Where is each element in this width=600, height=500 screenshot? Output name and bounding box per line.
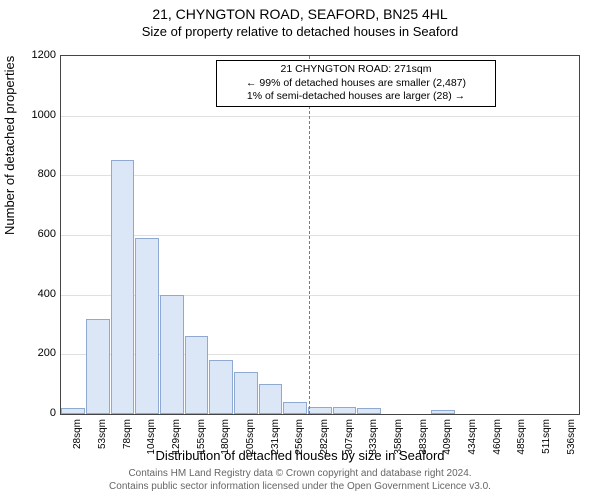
y-tick-label: 400 <box>6 288 56 300</box>
x-tick-label: 28sqm <box>72 419 83 459</box>
chart-subtitle: Size of property relative to detached ho… <box>0 22 600 39</box>
histogram-bar <box>259 384 283 414</box>
gridline <box>61 235 579 236</box>
gridline <box>61 116 579 117</box>
x-tick-label: 333sqm <box>368 419 379 459</box>
x-tick-label: 511sqm <box>541 419 552 459</box>
x-tick-label: 307sqm <box>344 419 355 459</box>
x-tick-label: 205sqm <box>245 419 256 459</box>
x-tick-label: 231sqm <box>270 419 281 459</box>
histogram-bar <box>308 407 332 414</box>
x-tick-label: 129sqm <box>171 419 182 459</box>
chart-plot-area: 21 CHYNGTON ROAD: 271sqm← 99% of detache… <box>60 55 580 415</box>
y-tick-label: 0 <box>6 407 56 419</box>
histogram-bar <box>283 402 307 414</box>
y-tick-label: 200 <box>6 347 56 359</box>
histogram-bar <box>431 410 455 414</box>
y-tick-label: 600 <box>6 228 56 240</box>
x-tick-label: 78sqm <box>122 419 133 459</box>
histogram-bar <box>209 360 233 414</box>
annotation-line-2: ← 99% of detached houses are smaller (2,… <box>221 77 491 91</box>
histogram-bar <box>234 372 258 414</box>
histogram-bar <box>61 408 85 414</box>
histogram-bar <box>333 407 357 414</box>
annotation-box: 21 CHYNGTON ROAD: 271sqm← 99% of detache… <box>216 60 496 107</box>
histogram-bar <box>111 160 135 414</box>
x-tick-label: 180sqm <box>220 419 231 459</box>
x-tick-label: 256sqm <box>294 419 305 459</box>
histogram-bar <box>185 336 209 414</box>
y-tick-label: 1200 <box>6 49 56 61</box>
annotation-line-1: 21 CHYNGTON ROAD: 271sqm <box>221 63 491 77</box>
x-tick-label: 434sqm <box>467 419 478 459</box>
y-tick-label: 1000 <box>6 109 56 121</box>
x-tick-label: 383sqm <box>418 419 429 459</box>
x-tick-label: 485sqm <box>516 419 527 459</box>
x-tick-label: 536sqm <box>566 419 577 459</box>
x-tick-label: 53sqm <box>97 419 108 459</box>
histogram-bar <box>160 295 184 414</box>
x-tick-label: 460sqm <box>492 419 503 459</box>
x-tick-label: 282sqm <box>319 419 330 459</box>
highlight-marker-line <box>309 56 310 414</box>
y-axis-label: Number of detached properties <box>2 56 17 235</box>
x-tick-label: 155sqm <box>196 419 207 459</box>
annotation-line-3: 1% of semi-detached houses are larger (2… <box>221 90 491 104</box>
x-tick-label: 409sqm <box>442 419 453 459</box>
footer-line-1: Contains HM Land Registry data © Crown c… <box>0 468 600 481</box>
histogram-bar <box>86 319 110 414</box>
footer-line-2: Contains public sector information licen… <box>0 481 600 494</box>
x-tick-label: 104sqm <box>146 419 157 459</box>
chart-footer: Contains HM Land Registry data © Crown c… <box>0 468 600 493</box>
chart-title: 21, CHYNGTON ROAD, SEAFORD, BN25 4HL <box>0 0 600 22</box>
x-tick-label: 358sqm <box>393 419 404 459</box>
histogram-bar <box>357 408 381 414</box>
y-tick-label: 800 <box>6 168 56 180</box>
histogram-bar <box>135 238 159 414</box>
gridline <box>61 175 579 176</box>
